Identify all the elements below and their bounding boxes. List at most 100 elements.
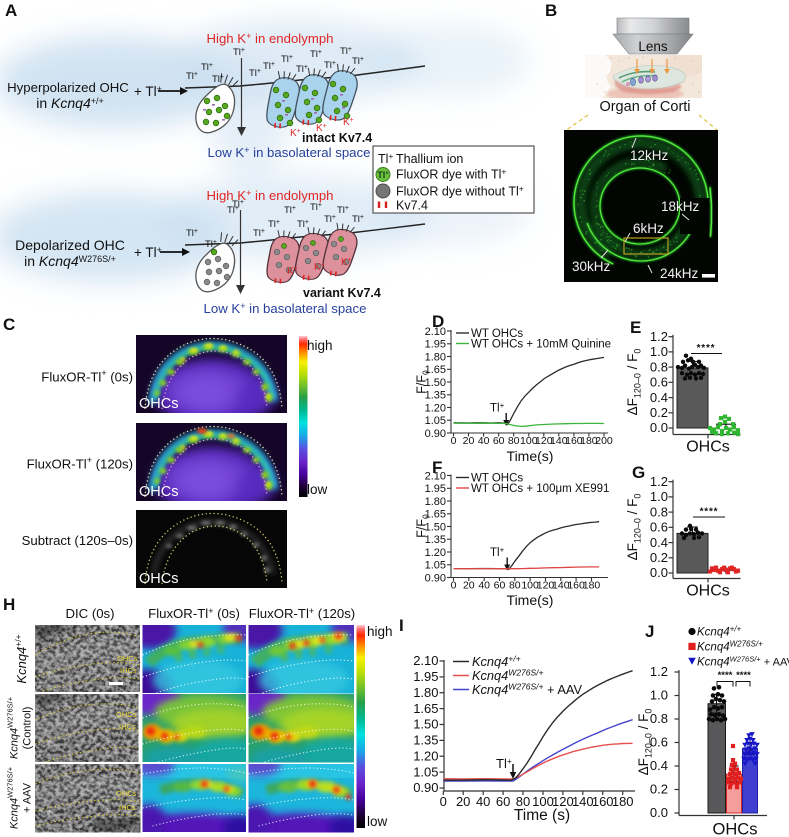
svg-text:OHCs: OHCs [117, 654, 138, 663]
svg-text:0.4: 0.4 [650, 390, 668, 405]
svg-text:Tl+: Tl+ [377, 170, 389, 180]
svg-text:1.65: 1.65 [425, 364, 446, 376]
svg-text:20: 20 [463, 580, 475, 592]
svg-text:100: 100 [521, 580, 539, 592]
svg-text:intact Kv7.4: intact Kv7.4 [302, 131, 372, 145]
svg-text:****: **** [718, 670, 733, 681]
svg-text:Tl+: Tl+ [310, 49, 322, 60]
svg-text:OHCs: OHCs [139, 571, 178, 587]
svg-text:+ Tl+: + Tl+ [134, 245, 162, 260]
svg-text:1.20: 1.20 [425, 547, 446, 559]
svg-text:Kcnq4W276S/+ + AAV: Kcnq4W276S/+ + AAV [472, 682, 582, 698]
svg-text:K+: K+ [314, 262, 325, 273]
svg-text:WT OHCs: WT OHCs [471, 473, 523, 485]
svg-text:Low K+ in basolateral space: Low K+ in basolateral space [208, 145, 371, 160]
svg-text:120: 120 [552, 794, 574, 809]
svg-text:in Kcnq4+/+: in Kcnq4+/+ [36, 95, 104, 111]
svg-text:1.80: 1.80 [425, 351, 446, 363]
svg-text:1.50: 1.50 [425, 521, 446, 533]
svg-text:180: 180 [580, 435, 598, 447]
svg-text:80: 80 [516, 794, 530, 809]
svg-text:0.0: 0.0 [650, 565, 668, 580]
svg-text:160: 160 [565, 435, 583, 447]
svg-text:Kcnq4+/+: Kcnq4+/+ [697, 625, 742, 639]
svg-text:20: 20 [456, 794, 470, 809]
svg-text:Tl+: Tl+ [268, 219, 280, 230]
svg-text:0.6: 0.6 [650, 735, 668, 750]
svg-text:Tl+: Tl+ [249, 68, 261, 79]
svg-text:0.2: 0.2 [650, 550, 668, 565]
svg-text:F/F0: F/F0 [415, 514, 431, 538]
svg-text:0.90: 0.90 [425, 572, 446, 584]
svg-text:DIC (0s): DIC (0s) [65, 606, 114, 621]
svg-text:Tl+: Tl+ [186, 71, 198, 82]
svg-text:60: 60 [496, 794, 510, 809]
svg-text:100: 100 [520, 435, 538, 447]
svg-text:F/F0: F/F0 [415, 370, 431, 394]
svg-text:Kcnq4W276S/+ + AAV: Kcnq4W276S/+ + AAV [697, 655, 789, 669]
svg-text:0.4: 0.4 [650, 758, 668, 773]
svg-text:FluxOR-Tl+ (0s): FluxOR-Tl+ (0s) [148, 606, 240, 621]
svg-text:1.20: 1.20 [413, 748, 438, 763]
svg-text:0: 0 [451, 435, 457, 447]
svg-text:1.35: 1.35 [425, 534, 446, 546]
svg-text:ΔF120–0 / F0: ΔF120–0 / F0 [625, 349, 643, 416]
svg-text:low: low [367, 814, 388, 829]
svg-text:Kv7.4: Kv7.4 [396, 199, 428, 213]
svg-text:Tl+: Tl+ [324, 214, 336, 225]
svg-text:FluxOR dye with Tl+: FluxOR dye with Tl+ [396, 167, 506, 182]
svg-text:Thallium ion: Thallium ion [396, 152, 463, 166]
svg-text:Tl+: Tl+ [297, 219, 309, 230]
svg-text:160: 160 [592, 794, 614, 809]
svg-text:2.10: 2.10 [425, 470, 446, 482]
svg-text:1.2: 1.2 [650, 474, 668, 489]
svg-text:20: 20 [463, 435, 475, 447]
svg-text:30kHz: 30kHz [572, 259, 611, 274]
svg-text:Tl+: Tl+ [201, 62, 213, 73]
svg-text:OHCs: OHCs [686, 583, 730, 600]
svg-text:1.50: 1.50 [413, 717, 438, 732]
svg-text:0.6: 0.6 [650, 520, 668, 535]
svg-text:High K+ in endolymph: High K+ in endolymph [207, 31, 334, 46]
svg-text:Tl+: Tl+ [212, 74, 224, 85]
svg-text:1.35: 1.35 [425, 390, 446, 402]
svg-text:18kHz: 18kHz [661, 199, 700, 214]
svg-text:OHCs: OHCs [139, 484, 178, 500]
svg-text:Time (s): Time (s) [514, 807, 570, 824]
svg-text:24kHz: 24kHz [660, 266, 699, 281]
svg-text:****: **** [700, 507, 719, 518]
svg-text:Tl+: Tl+ [284, 205, 296, 216]
svg-text:IHCs: IHCs [119, 803, 136, 812]
svg-text:Tl+: Tl+ [324, 60, 336, 71]
svg-text:Hyperpolarized OHC: Hyperpolarized OHC [7, 80, 129, 95]
svg-text:Tl+: Tl+ [352, 214, 364, 225]
svg-text:80: 80 [509, 580, 521, 592]
svg-text:Time(s): Time(s) [507, 592, 554, 608]
svg-text:IHCs: IHCs [119, 722, 136, 731]
svg-text:0: 0 [440, 794, 447, 809]
svg-text:Depolarized OHC: Depolarized OHC [15, 237, 125, 253]
svg-text:1.0: 1.0 [650, 344, 668, 359]
svg-text:120: 120 [535, 435, 553, 447]
svg-text:WT OHCs + 10mM Quinine: WT OHCs + 10mM Quinine [471, 339, 611, 351]
svg-text:Tl+: Tl+ [340, 46, 352, 57]
svg-text:180: 180 [583, 580, 601, 592]
svg-text:OHCs: OHCs [116, 710, 137, 719]
svg-text:0.2: 0.2 [650, 405, 668, 420]
svg-text:1.2: 1.2 [650, 329, 668, 344]
svg-text:ΔF120–0 / F0: ΔF120–0 / F0 [625, 494, 643, 561]
svg-text:Kcnq4W276S/+: Kcnq4W276S/+ [697, 640, 763, 654]
svg-text:Tl+: Tl+ [205, 239, 217, 250]
svg-text:OHCs: OHCs [116, 789, 137, 798]
svg-text:high: high [367, 624, 393, 639]
svg-text:Tl+: Tl+ [232, 199, 244, 210]
svg-text:1.05: 1.05 [425, 560, 446, 572]
svg-text:OHCs: OHCs [713, 821, 758, 837]
svg-text:OHCs: OHCs [139, 396, 178, 412]
svg-text:K+: K+ [290, 128, 301, 139]
svg-text:0.90: 0.90 [425, 428, 446, 440]
svg-text:Tl+: Tl+ [253, 228, 265, 239]
svg-text:2.10: 2.10 [425, 326, 446, 338]
svg-text:0.4: 0.4 [650, 535, 668, 550]
svg-text:K+: K+ [316, 123, 327, 134]
